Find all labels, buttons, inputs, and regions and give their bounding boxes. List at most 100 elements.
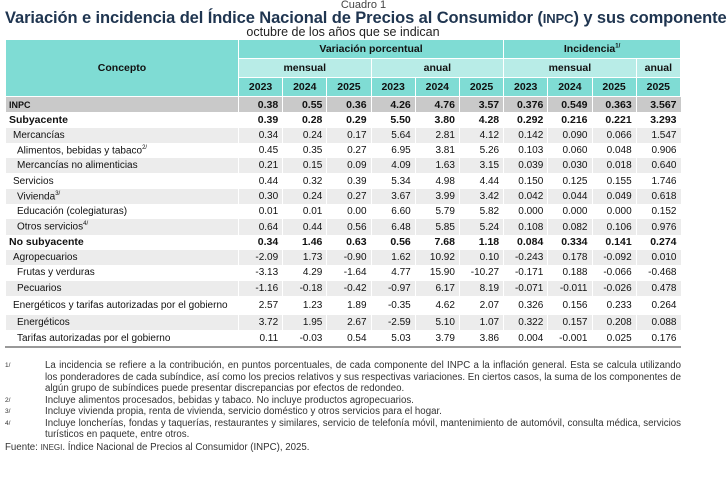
- row-label-text: Otros servicios: [17, 221, 84, 233]
- row-label-text: Alimentos, bebidas y tabaco: [17, 145, 143, 157]
- footnote: 3/Incluye vivienda propia, renta de vivi…: [5, 406, 681, 418]
- row-label: Otros servicios4/: [5, 219, 239, 235]
- cell-value: 0.32: [282, 173, 327, 189]
- cell-value: -0.243: [503, 249, 548, 266]
- cell-value: 0.34: [237, 127, 283, 143]
- cell-value: 0.21: [237, 158, 283, 174]
- title-abbr: INPC: [542, 11, 574, 26]
- table-row: Servicios 0.44 0.32 0.39 5.34 4.98 4.44 0.150 0.…: [5, 173, 681, 189]
- header-concepto: Concepto: [5, 39, 239, 97]
- cell-value: 0.060: [547, 142, 592, 159]
- cell-value: 1.746: [635, 173, 681, 189]
- cell-value: 0.066: [591, 127, 637, 143]
- cell-value: 0.29: [326, 112, 372, 128]
- cell-value: 0.152: [635, 204, 681, 220]
- header-year: 2025: [458, 77, 505, 97]
- cell-value: 0.549: [547, 96, 592, 113]
- cell-value: 2.81: [414, 127, 460, 143]
- cell-value: 0.38: [237, 96, 283, 113]
- cell-value: 5.03: [370, 330, 416, 348]
- cell-value: 3.15: [458, 158, 504, 174]
- cell-value: 0.56: [370, 234, 416, 250]
- cell-value: 0.176: [635, 330, 681, 348]
- cell-value: 5.26: [458, 142, 504, 159]
- cell-value: 3.72: [237, 315, 283, 331]
- cell-value: 3.81: [414, 142, 460, 159]
- footnote-number: 1/: [5, 362, 11, 369]
- cell-value: 0.00: [326, 204, 372, 220]
- cell-value: 0.39: [326, 173, 372, 189]
- footnote: 2/Incluye alimentos procesados, bebidas …: [5, 395, 681, 407]
- row-label-text: Pecuarios: [17, 282, 62, 294]
- row-label-text: Servicios: [13, 175, 54, 187]
- cell-value: -0.092: [591, 249, 637, 266]
- row-label-text: Frutas y verduras: [17, 267, 95, 279]
- table-row: No subyacente 0.34 1.46 0.63 0.56 7.68 1.18 0.0…: [5, 234, 681, 250]
- cell-value: 0.292: [503, 112, 548, 128]
- table-row: Tarifas autorizadas por el gobierno 0.11-…: [5, 330, 681, 348]
- header-year: 2024: [282, 77, 328, 97]
- table-row: Energéticos 3.72 1.95 2.67 -2.59 5.10 1.07 0.32…: [5, 315, 681, 331]
- header-year: 2024: [547, 77, 593, 97]
- row-label-text: Vivienda: [17, 191, 56, 203]
- cell-value: 0.155: [591, 173, 637, 189]
- cell-value: 0.150: [503, 173, 548, 189]
- cell-value: -0.42: [326, 280, 372, 296]
- cell-value: 0.55: [282, 96, 327, 113]
- row-label: Energéticos: [5, 315, 239, 331]
- cell-value: -0.066: [591, 265, 637, 281]
- footnote-ref: 2/: [142, 144, 148, 151]
- cell-value: 0.156: [547, 295, 592, 316]
- cell-value: 0.216: [547, 112, 592, 128]
- header-variacion: Variación porcentual: [237, 39, 505, 59]
- header-year: 2023: [237, 77, 284, 97]
- header-year: 2025: [591, 77, 637, 97]
- cell-value: 0.11: [237, 330, 283, 348]
- cell-value: 4.76: [414, 96, 460, 113]
- table-row: Vivienda3/0.30 0.24 0.27 3.67 3.99 3.42 0.042 0…: [5, 188, 681, 205]
- source-text: . Índice Nacional de Precios al Consumid…: [62, 441, 310, 453]
- header-year: 2024: [414, 77, 460, 97]
- cell-value: 0.049: [591, 188, 637, 205]
- cell-value: 0.274: [635, 234, 681, 250]
- cell-value: -1.64: [326, 265, 372, 281]
- cell-value: 4.09: [370, 158, 416, 174]
- cell-value: 0.376: [503, 96, 548, 113]
- cell-value: 5.50: [370, 112, 416, 128]
- cell-value: 5.10: [414, 315, 460, 331]
- row-label-text: Agropecuarios: [13, 252, 78, 264]
- cell-value: 0.34: [237, 234, 283, 250]
- cell-value: -10.27: [458, 265, 504, 281]
- table-row: Otros servicios4/0.64 0.44 0.56 6.48 5.85 5.2…: [5, 219, 681, 235]
- cell-value: 0.39: [237, 112, 283, 128]
- cell-value: 1.63: [414, 158, 460, 174]
- cell-value: 0.64: [237, 219, 283, 235]
- cell-value: 0.088: [635, 315, 681, 331]
- table-row: Mercancías 0.34 0.24 0.17 5.64 2.81 4.12 0.142 0…: [5, 127, 681, 143]
- table-row: Subyacente 0.39 0.28 0.29 5.50 3.80 4.28 0.292 0…: [5, 112, 681, 128]
- table-row: Alimentos, bebidas y tabaco2/0.45 0.35 0.2…: [5, 142, 681, 159]
- cell-value: 0.157: [547, 315, 592, 331]
- header-year: 2023: [503, 77, 549, 97]
- header-var-anual: anual: [370, 58, 505, 78]
- cell-value: 0.45: [237, 142, 283, 159]
- header-var-mensual: mensual: [238, 58, 372, 78]
- cell-value: 0.24: [282, 127, 327, 143]
- cell-value: 1.95: [282, 315, 327, 331]
- cell-value: 0.010: [635, 249, 681, 266]
- header-incidencia: Incidencia1/: [503, 39, 681, 59]
- cell-value: 0.54: [326, 330, 372, 348]
- row-label: Pecuarios: [5, 280, 239, 296]
- cell-value: 0.28: [282, 112, 327, 128]
- subtitle: octubre de los años que se indican: [246, 25, 440, 39]
- row-label-text: Educación (colegiaturas): [17, 206, 128, 218]
- cell-value: 5.24: [458, 219, 504, 235]
- row-label: INPC: [5, 96, 239, 113]
- cell-value: 0.106: [591, 219, 637, 235]
- cell-value: 1.46: [282, 234, 327, 250]
- cell-value: -0.026: [591, 280, 637, 296]
- cell-value: 0.44: [282, 219, 327, 235]
- cell-value: 0.478: [635, 280, 681, 296]
- header-year: 2025: [635, 77, 682, 97]
- header-year: 2023: [370, 77, 416, 97]
